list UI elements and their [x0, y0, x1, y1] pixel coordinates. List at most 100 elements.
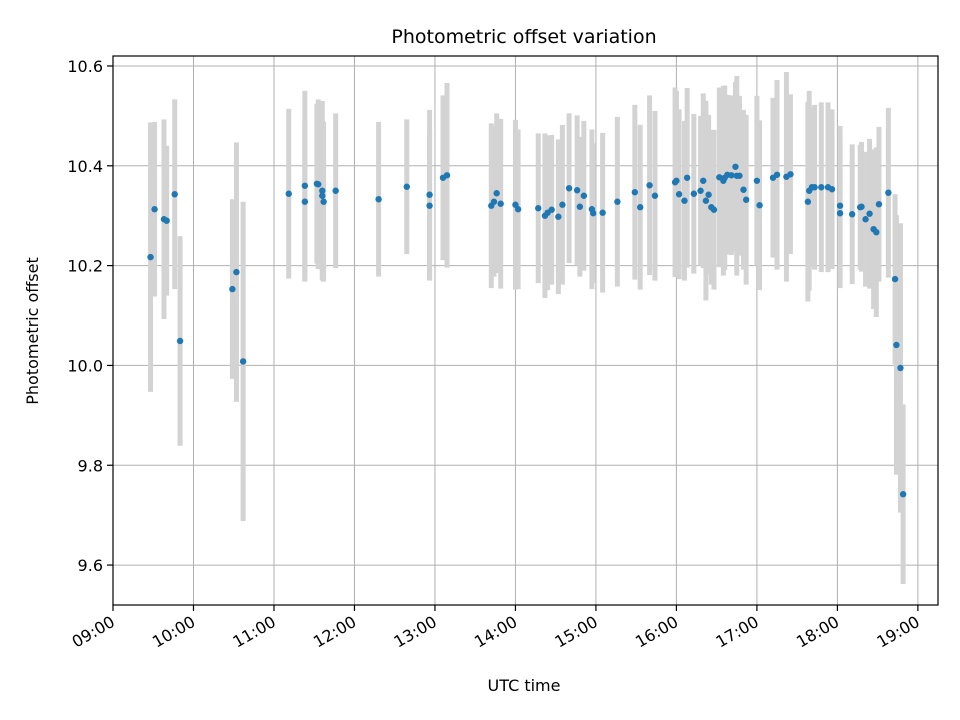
- data-point: [535, 205, 542, 212]
- data-point: [681, 197, 688, 204]
- data-point: [614, 198, 621, 205]
- data-point: [580, 192, 588, 199]
- data-point: [590, 210, 597, 217]
- data-point: [319, 187, 326, 194]
- y-tick-label: 10.4: [67, 157, 103, 176]
- data-point: [163, 217, 170, 224]
- data-point: [873, 228, 880, 236]
- x-tick-label: 13:00: [391, 612, 440, 652]
- x-tick-label: 16:00: [632, 612, 681, 652]
- data-point: [710, 206, 718, 213]
- data-point: [897, 364, 904, 372]
- data-point: [320, 198, 327, 205]
- data-point: [171, 191, 178, 198]
- data-point: [899, 491, 907, 498]
- data-point: [866, 210, 873, 217]
- data-point: [555, 213, 562, 220]
- x-tick-label: 18:00: [793, 612, 842, 652]
- data-point: [301, 182, 309, 189]
- x-tick-label: 09:00: [69, 612, 118, 652]
- data-points: [147, 163, 907, 498]
- x-tick-label: 15:00: [551, 612, 600, 652]
- data-point: [828, 186, 836, 193]
- y-tick-label: 10.6: [67, 57, 103, 76]
- data-point: [818, 184, 825, 191]
- data-point: [176, 337, 184, 345]
- data-point: [891, 275, 899, 283]
- data-point: [787, 171, 794, 178]
- data-point: [756, 202, 763, 209]
- data-point: [631, 189, 639, 196]
- data-point: [848, 211, 856, 218]
- data-point: [514, 206, 522, 213]
- data-point: [548, 206, 555, 213]
- data-point: [875, 201, 883, 208]
- data-point: [683, 174, 691, 181]
- data-point: [893, 341, 900, 349]
- data-point: [403, 183, 410, 190]
- data-point: [673, 177, 680, 184]
- data-point: [490, 198, 498, 205]
- data-point: [443, 172, 451, 179]
- data-point: [732, 163, 739, 170]
- x-tick-label: 17:00: [712, 612, 761, 652]
- data-point: [690, 190, 698, 197]
- x-tick-label: 10:00: [149, 612, 198, 652]
- data-point: [702, 197, 710, 204]
- data-point: [728, 172, 735, 179]
- data-point: [599, 209, 606, 216]
- data-point: [740, 186, 747, 193]
- data-point: [773, 171, 781, 178]
- y-axis: 9.6 9.8 10.0 10.2 10.4 10.6: [67, 57, 113, 575]
- data-point: [885, 189, 892, 196]
- y-axis-label: Photometric offset: [23, 257, 42, 405]
- x-tick-label: 12:00: [310, 612, 359, 652]
- data-point: [646, 182, 653, 189]
- y-tick-label: 10.0: [67, 356, 103, 375]
- data-point: [675, 191, 683, 198]
- data-point: [836, 210, 844, 217]
- data-point: [636, 204, 644, 211]
- data-point: [736, 172, 743, 179]
- data-point: [705, 191, 712, 198]
- data-point: [493, 190, 500, 197]
- data-point: [315, 181, 322, 188]
- plot-frame: [112, 55, 939, 606]
- data-point: [301, 198, 309, 205]
- x-tick-label: 19:00: [873, 612, 922, 652]
- data-point: [375, 196, 382, 203]
- data-point: [862, 216, 869, 223]
- data-point: [426, 191, 433, 198]
- data-point: [285, 190, 292, 197]
- y-tick-label: 9.8: [78, 456, 103, 475]
- data-point: [811, 184, 818, 191]
- x-axis-label: UTC time: [488, 676, 561, 695]
- data-point: [147, 253, 154, 261]
- data-point: [697, 187, 704, 194]
- data-point: [151, 206, 158, 213]
- data-point: [858, 203, 865, 210]
- data-point: [426, 202, 433, 209]
- data-point: [239, 358, 247, 365]
- y-tick-label: 9.6: [78, 556, 103, 575]
- error-bars: [148, 71, 906, 585]
- data-point: [573, 187, 581, 194]
- y-tick-label: 10.2: [67, 257, 103, 276]
- data-point: [332, 187, 339, 194]
- data-point: [565, 185, 573, 192]
- data-point: [497, 200, 504, 207]
- data-point: [836, 202, 844, 209]
- chart-title: Photometric offset variation: [391, 26, 656, 48]
- x-tick-label: 11:00: [230, 612, 279, 652]
- data-point: [319, 192, 326, 199]
- data-point: [753, 177, 761, 184]
- data-point: [651, 192, 659, 199]
- x-axis: 09:00 10:00 11:00 12:00 13:00 14:00 15:00 16:00…: [69, 605, 923, 652]
- x-tick-label: 14:00: [471, 612, 520, 652]
- data-point: [229, 285, 236, 293]
- data-point: [700, 177, 707, 184]
- data-point: [559, 201, 566, 208]
- data-point: [742, 196, 750, 203]
- data-point: [233, 268, 240, 276]
